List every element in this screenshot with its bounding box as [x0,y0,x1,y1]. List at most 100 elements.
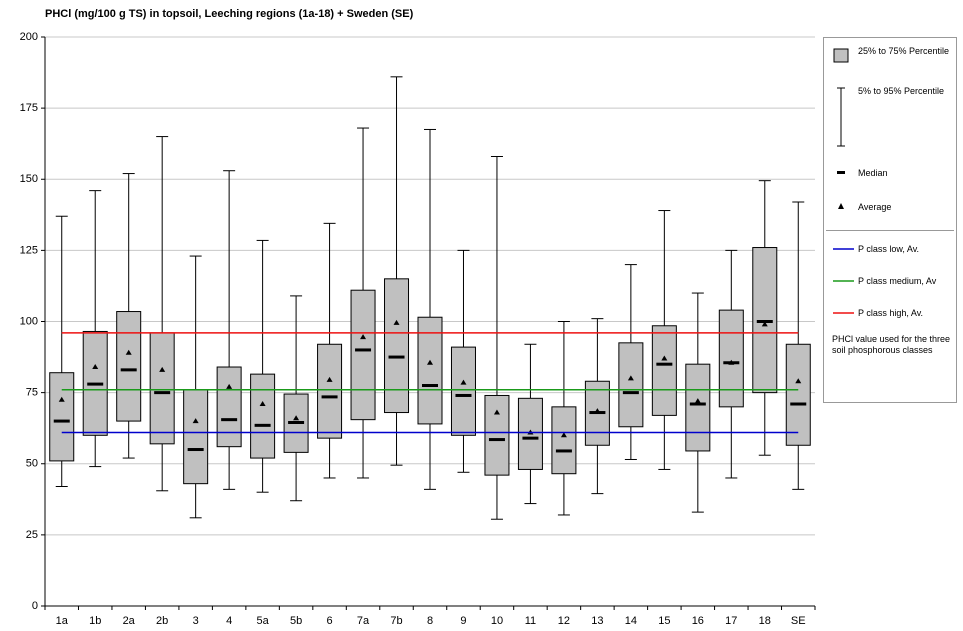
x-tick-label: 9 [460,615,466,627]
box [685,363,711,452]
x-tick-label: SE [791,615,806,627]
box [785,343,811,446]
average [627,375,634,381]
legend-note: PHCl value used for the three soil phosp… [832,334,956,356]
x-tick-label: 1a [56,615,69,627]
legend-label: 25% to 75% Percentile [858,46,950,56]
y-tick-label: 0 [32,600,38,612]
y-tick-label: 100 [20,315,38,327]
x-tick-label: 18 [759,615,771,627]
box [718,309,744,408]
average [192,418,199,424]
box [250,373,276,459]
box [149,332,175,445]
x-tick-label: 1b [89,615,101,627]
x-tick-label: 16 [692,615,704,627]
legend-item: P class medium, Av [832,276,956,288]
box [651,325,677,416]
x-tick-label: 2a [123,615,136,627]
median [187,448,204,452]
average [493,409,500,415]
legend-item: P class low, Av. [832,244,956,256]
average [795,378,802,384]
box [618,342,644,428]
legend-median: Median [832,168,956,180]
y-tick-label: 200 [20,31,38,43]
median [522,436,539,440]
average [92,364,99,370]
median [355,348,372,352]
average [360,334,367,340]
x-tick-label: 6 [327,615,333,627]
x-tick-label: 7a [357,615,370,627]
x-tick-label: 14 [625,615,637,627]
average [427,359,433,365]
x-tick-label: 2b [156,615,168,627]
legend: 25% to 75% Percentile 5% to 95% Percenti… [823,37,957,403]
legend-average: Average [832,202,956,214]
median [87,382,104,386]
median [53,419,70,423]
legend-label: Median [858,168,888,178]
median [154,391,171,395]
legend-box: 25% to 75% Percentile [832,46,956,66]
median [455,393,472,397]
average [226,383,233,389]
box [450,346,476,436]
x-tick-label: 17 [725,615,737,627]
legend-whisker: 5% to 95% Percentile [832,86,956,150]
average [159,366,166,372]
median [388,355,405,359]
average [460,379,467,385]
box [49,372,75,462]
x-tick-label: 7b [390,615,402,627]
median [254,423,271,427]
average [393,319,400,325]
median [790,402,807,406]
median [422,384,438,388]
x-tick-label: 4 [226,615,232,627]
x-tick-label: 15 [658,615,670,627]
legend-label: P class medium, Av [858,276,937,286]
y-tick-label: 50 [26,458,38,470]
box [317,343,343,439]
y-tick-label: 25 [26,529,38,541]
x-tick-label: 5b [290,615,302,627]
median [288,420,305,424]
x-tick-label: 10 [491,615,503,627]
y-tick-label: 75 [26,387,38,399]
legend-label: P class low, Av. [858,244,920,254]
average [259,401,266,407]
median [622,391,639,395]
legend-label: Average [858,202,892,212]
box [216,366,242,448]
x-tick-label: 3 [193,615,199,627]
x-tick-label: 5a [256,615,269,627]
median [555,449,572,453]
legend-label: P class high, Av. [858,308,924,318]
median [221,418,238,422]
x-tick-label: 8 [427,615,433,627]
median [689,402,706,406]
chart-title: PHCl (mg/100 g TS) in topsoil, Leeching … [45,8,414,20]
box [417,316,443,425]
average [560,432,567,438]
box [116,311,142,422]
box [551,406,577,475]
average [293,415,300,421]
legend-label: PHCl value used for the three soil phosp… [832,334,951,355]
y-tick-label: 150 [20,173,38,185]
box [183,389,209,485]
y-tick-label: 175 [20,102,38,114]
median [488,438,505,442]
x-tick-label: 12 [558,615,570,627]
average [125,349,132,355]
median [656,362,673,366]
box [484,394,510,476]
median [321,395,338,399]
average [728,359,735,365]
x-tick-label: 11 [525,615,536,627]
legend-label: 5% to 95% Percentile [858,86,945,96]
